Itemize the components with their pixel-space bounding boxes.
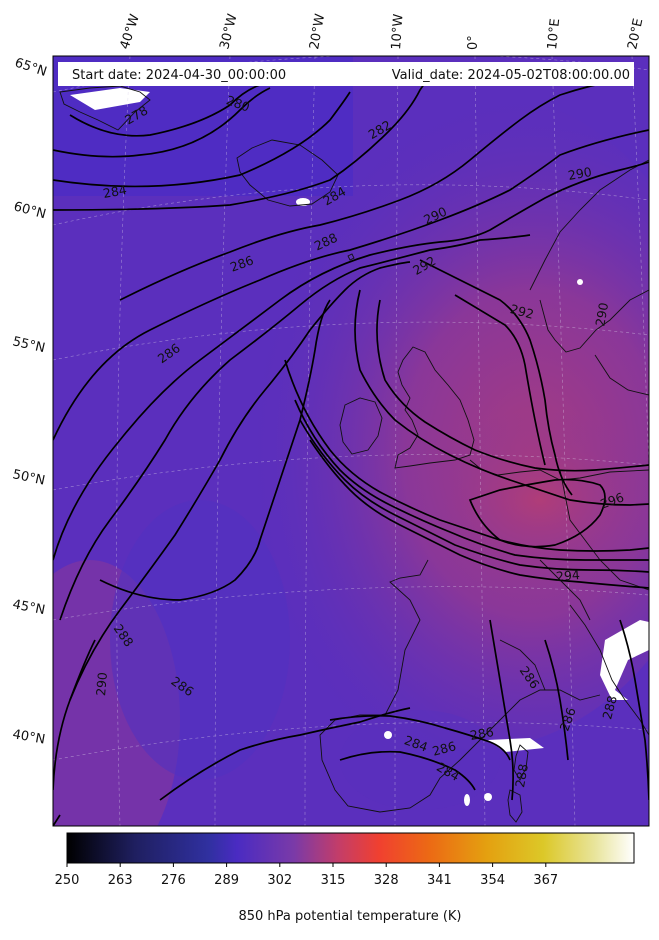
lat-label-45n: 45°N	[11, 597, 46, 618]
lon-label-10w: 10°W	[389, 13, 406, 50]
lat-label-40n: 40°N	[11, 727, 46, 747]
contour-label: 290	[592, 301, 611, 327]
colorbar-tick-label: 289	[214, 873, 239, 888]
map-frame	[52, 55, 650, 827]
lon-label-20w: 20°W	[307, 13, 328, 51]
lat-label-65n: 65°N	[13, 56, 49, 80]
lat-label-55n: 55°N	[11, 334, 46, 356]
contour-label: 286	[431, 738, 458, 759]
contour-label: 292	[509, 301, 536, 322]
contour-label: 288	[512, 763, 531, 789]
contour-lines	[53, 69, 649, 826]
temperature-field: 278 280 282 284 284 286 286 286 286 286 …	[53, 56, 649, 826]
valid-date-label: Valid_date: 2024-05-02T08:00:00.00	[392, 68, 630, 83]
colorbar-tick-label: 341	[427, 873, 452, 888]
colorbar: 250 263 276 289 302 315 328 341 354 367 850 hPa p…	[55, 832, 635, 924]
coastlines	[59, 85, 649, 823]
lat-label-60n: 60°N	[12, 199, 48, 222]
lon-label-20e: 20°E	[625, 17, 646, 51]
lat-label-50n: 50°N	[11, 467, 46, 488]
colorbar-tick-label: 367	[533, 873, 558, 888]
colorbar-tick-label: 250	[55, 873, 80, 888]
colorbar-title: 850 hPa potential temperature (K)	[238, 909, 461, 924]
contour-label: 284	[102, 182, 128, 201]
colorbar-gradient	[66, 832, 635, 864]
lon-label-30w: 30°W	[217, 12, 240, 51]
contour-label: 286	[469, 724, 495, 743]
lon-label-0: 0°	[466, 35, 481, 50]
start-date-label: Start date: 2024-04-30_00:00:00	[72, 68, 286, 83]
colorbar-ticks: 250 263 276 289 302 315 328 341 354 367	[55, 863, 558, 888]
colorbar-tick-label: 315	[321, 873, 346, 888]
colorbar-tick-label: 276	[161, 873, 186, 888]
colorbar-tick-label: 263	[108, 873, 133, 888]
contour-label: 290	[567, 164, 593, 183]
longitude-labels: 40°W 30°W 20°W 10°W 0° 10°E 20°E	[118, 12, 647, 51]
header-box	[58, 62, 634, 86]
latitude-labels: 65°N 60°N 55°N 50°N 45°N 40°N	[11, 56, 48, 748]
lon-label-40w: 40°W	[118, 12, 143, 51]
lon-label-10e: 10°E	[545, 18, 563, 51]
colorbar-tick-label: 354	[480, 873, 505, 888]
contour-label: 288	[599, 694, 620, 721]
contour-label: 294	[555, 567, 580, 584]
contour-label: 290	[93, 671, 110, 696]
colorbar-tick-label: 328	[374, 873, 399, 888]
colorbar-tick-label: 302	[267, 873, 292, 888]
